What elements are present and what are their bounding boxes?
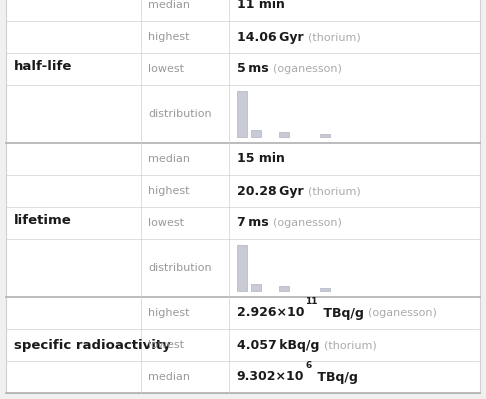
- Text: 2.926×10: 2.926×10: [237, 306, 304, 320]
- Text: median: median: [148, 0, 190, 10]
- Text: 14.06 Gyr: 14.06 Gyr: [237, 30, 303, 43]
- Text: 15 min: 15 min: [237, 152, 285, 166]
- Bar: [237, 245, 247, 291]
- Text: median: median: [148, 372, 190, 382]
- Text: 5 ms: 5 ms: [237, 63, 268, 75]
- Text: specific radioactivity: specific radioactivity: [14, 338, 171, 352]
- Text: lifetime: lifetime: [14, 213, 72, 227]
- Text: lowest: lowest: [148, 64, 184, 74]
- Bar: [278, 132, 289, 137]
- Text: 9.302×10: 9.302×10: [237, 371, 304, 383]
- Text: (thorium): (thorium): [324, 340, 377, 350]
- Text: lowest: lowest: [148, 218, 184, 228]
- Text: TBq/g: TBq/g: [319, 306, 364, 320]
- Text: (thorium): (thorium): [309, 32, 361, 42]
- Text: (oganesson): (oganesson): [367, 308, 436, 318]
- Bar: [320, 288, 330, 291]
- Bar: [251, 130, 261, 137]
- Text: half-life: half-life: [14, 59, 72, 73]
- Text: 7 ms: 7 ms: [237, 217, 268, 229]
- Text: TBq/g: TBq/g: [312, 371, 357, 383]
- Text: 11: 11: [305, 297, 318, 306]
- Text: (oganesson): (oganesson): [274, 64, 342, 74]
- Text: (thorium): (thorium): [309, 186, 361, 196]
- Text: median: median: [148, 154, 190, 164]
- Text: highest: highest: [148, 32, 190, 42]
- Bar: [278, 286, 289, 291]
- Text: 20.28 Gyr: 20.28 Gyr: [237, 184, 303, 198]
- Text: distribution: distribution: [148, 263, 212, 273]
- Bar: [320, 134, 330, 137]
- Text: (oganesson): (oganesson): [274, 218, 342, 228]
- Text: 11 min: 11 min: [237, 0, 285, 12]
- Text: distribution: distribution: [148, 109, 212, 119]
- Text: highest: highest: [148, 186, 190, 196]
- Text: 6: 6: [305, 361, 312, 370]
- Text: lowest: lowest: [148, 340, 184, 350]
- Bar: [237, 91, 247, 137]
- Text: highest: highest: [148, 308, 190, 318]
- Text: 4.057 kBq/g: 4.057 kBq/g: [237, 338, 319, 352]
- Bar: [251, 284, 261, 291]
